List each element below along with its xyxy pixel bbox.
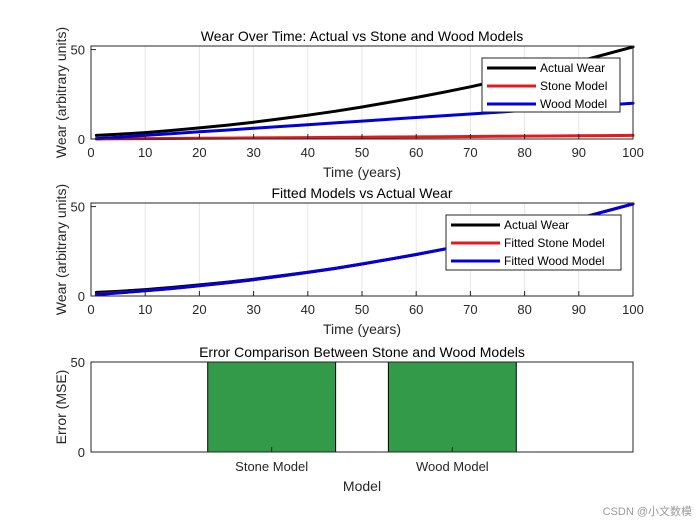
y-tick-label: 0 — [78, 289, 85, 304]
x-axis-label: Model — [343, 478, 381, 494]
x-tick-label: 90 — [572, 302, 586, 317]
bar-1 — [207, 361, 337, 453]
x-tick-label: 0 — [87, 145, 94, 160]
x-tick-label: 70 — [463, 302, 477, 317]
x-tick-label: Wood Model — [416, 459, 489, 474]
y-tick-label: 50 — [71, 355, 85, 370]
legend-label-3: Wood Model — [540, 97, 607, 111]
x-tick-label: 80 — [517, 302, 531, 317]
bar-chart: Stone Model Wood Model 0 50 Error Comparison… — [53, 344, 634, 494]
x-tick-label: 20 — [192, 145, 206, 160]
x-tick-label: 40 — [301, 145, 315, 160]
x-axis-label: Time (years) — [323, 164, 401, 180]
x-tick-label: 100 — [622, 145, 644, 160]
x-tick-label: 90 — [572, 145, 586, 160]
x-tick-label: 10 — [138, 145, 152, 160]
x-tick-label: 100 — [622, 302, 644, 317]
x-tick-label: 0 — [87, 302, 94, 317]
y-axis-label: Wear (arbitrary units) — [53, 27, 69, 158]
legend: Actual Wear Fitted Stone Model Fitted Wood… — [445, 214, 622, 271]
axes-frame — [90, 361, 634, 453]
x-tick-label: 40 — [301, 302, 315, 317]
x-tick-label: 30 — [246, 302, 260, 317]
line-chart-2: 0 10 20 30 40 50 60 70 80 90 100 0 50 Fitted Models v… — [53, 184, 644, 337]
legend-label-2: Stone Model — [540, 79, 607, 93]
x-tick-label: 50 — [355, 145, 369, 160]
x-tick-label: 60 — [409, 302, 423, 317]
watermark: CSDN @小文数模 — [602, 506, 692, 518]
y-axis-label: Wear (arbitrary units) — [53, 184, 69, 315]
x-tick-label: 60 — [409, 145, 423, 160]
legend-label-1: Actual Wear — [540, 61, 605, 75]
legend-label-3: Fitted Wood Model — [504, 254, 605, 268]
bar-2 — [387, 361, 517, 453]
y-tick-label: 0 — [78, 132, 85, 147]
legend-label-2: Fitted Stone Model — [504, 236, 605, 250]
x-axis-label: Time (years) — [323, 321, 401, 337]
x-tick-label: 80 — [517, 145, 531, 160]
chart-title: Fitted Models vs Actual Wear — [271, 185, 452, 201]
legend: Actual Wear Stone Model Wood Model — [481, 57, 621, 113]
legend-label-1: Actual Wear — [504, 218, 569, 232]
x-tick-label: 30 — [246, 145, 260, 160]
line-chart-1: 0 10 20 30 40 50 60 70 80 90 100 0 50 Wear Over Time:… — [53, 27, 644, 180]
y-tick-label: 50 — [71, 200, 85, 215]
x-tick-label: Stone Model — [235, 459, 308, 474]
y-tick-label: 50 — [71, 43, 85, 58]
y-axis-label: Error (MSE) — [53, 370, 69, 445]
chart-title: Wear Over Time: Actual vs Stone and Wood… — [201, 28, 523, 44]
y-tick-label: 0 — [78, 445, 85, 460]
x-tick-label: 20 — [192, 302, 206, 317]
x-tick-label: 10 — [138, 302, 152, 317]
chart-title: Error Comparison Between Stone and Wood … — [199, 344, 525, 360]
x-tick-label: 50 — [355, 302, 369, 317]
plot-area — [91, 362, 633, 452]
x-tick-label: 70 — [463, 145, 477, 160]
